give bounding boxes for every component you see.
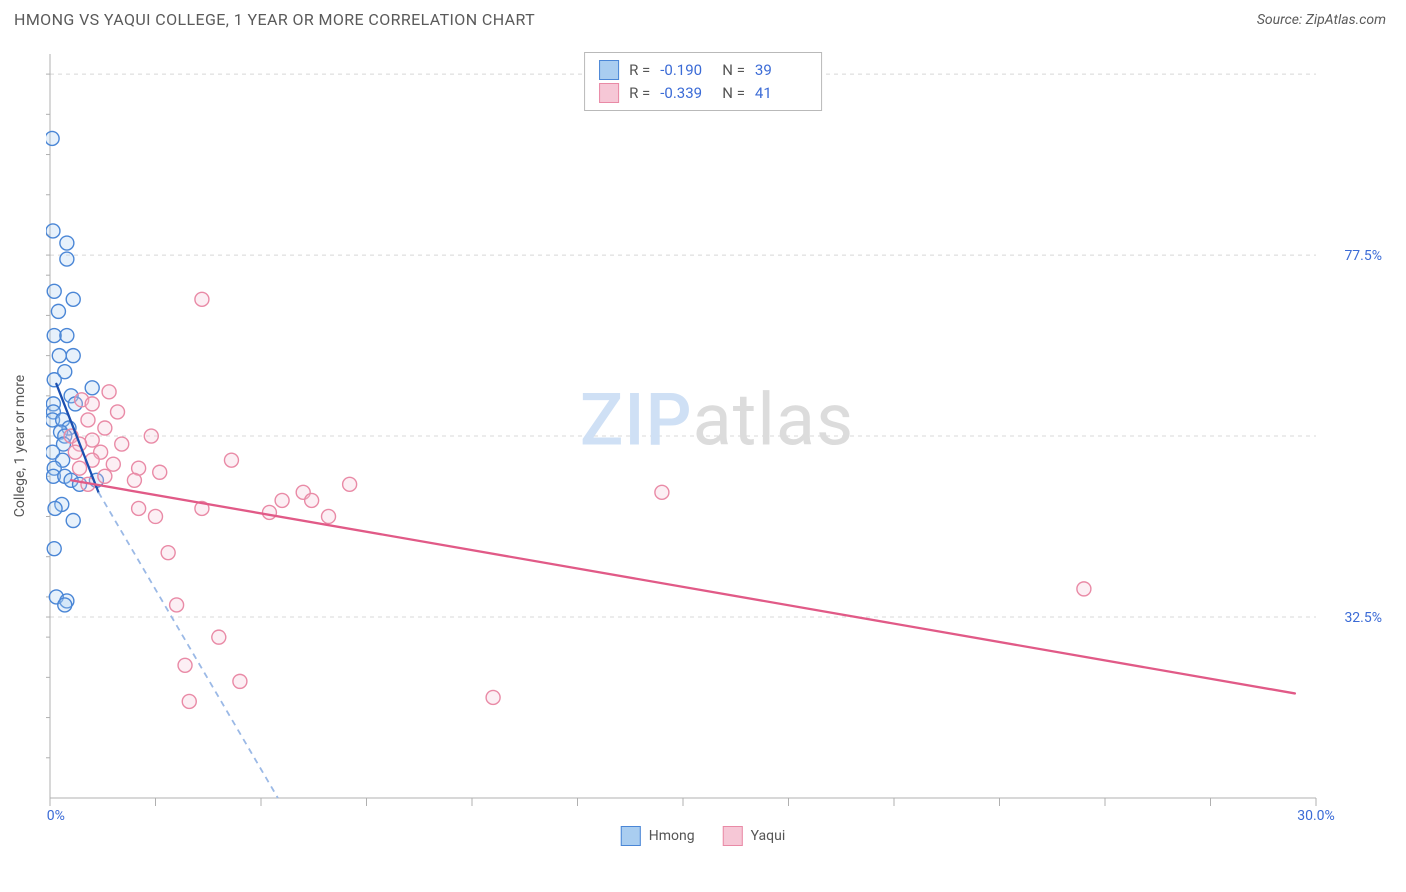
y-tick-label: 77.5% [1344, 248, 1382, 264]
stat-r-label: R = [629, 59, 650, 82]
data-point [212, 630, 226, 644]
legend-item: Hmong [621, 826, 695, 846]
legend-swatch [723, 826, 743, 846]
x-tick-label: 30.0% [1297, 808, 1335, 822]
data-point [262, 505, 276, 519]
data-point [85, 433, 99, 447]
data-point [182, 694, 196, 708]
data-point [60, 236, 74, 250]
source-label: Source: ZipAtlas.com [1257, 12, 1386, 28]
stats-row: R = -0.190 N = 39 [599, 59, 807, 82]
stat-n-value: 39 [755, 59, 807, 82]
data-point [66, 349, 80, 363]
data-point [132, 501, 146, 515]
stats-row: R = -0.339 N = 41 [599, 82, 807, 105]
data-point [111, 405, 125, 419]
data-point [66, 514, 80, 528]
regression-line-extrapolated [99, 492, 278, 798]
data-point [85, 381, 99, 395]
data-point [52, 349, 66, 363]
data-point [98, 421, 112, 435]
data-point [161, 546, 175, 560]
legend-label: Hmong [649, 828, 695, 844]
data-point [106, 457, 120, 471]
data-point [47, 373, 61, 387]
scatter-plot-svg: 32.5% 77.5% 0.0% 30.0% [46, 48, 1388, 822]
data-point [115, 437, 129, 451]
data-point [81, 413, 95, 427]
data-point [486, 690, 500, 704]
stat-n-value: 41 [755, 82, 807, 105]
stat-r-value: -0.339 [660, 82, 712, 105]
data-point [153, 465, 167, 479]
data-point [51, 304, 65, 318]
data-point [46, 131, 59, 145]
correlation-stats-box: R = -0.190 N = 39 R = -0.339 N = 41 [584, 52, 822, 111]
data-point [46, 224, 60, 238]
data-point [195, 292, 209, 306]
data-point [60, 329, 74, 343]
data-point [73, 461, 87, 475]
y-tick-label: 32.5% [1344, 610, 1382, 626]
data-point [66, 292, 80, 306]
data-point [47, 542, 61, 556]
data-point [343, 477, 357, 491]
y-axis-label: College, 1 year or more [12, 375, 28, 517]
data-point [58, 598, 72, 612]
chart-area: 32.5%77.5%0.0%30.0% ZIPatlas [46, 48, 1388, 822]
legend-swatch [599, 60, 619, 80]
data-point [47, 284, 61, 298]
stat-r-value: -0.190 [660, 59, 712, 82]
data-point [233, 674, 247, 688]
stat-n-label: N = [722, 59, 745, 82]
data-point [170, 598, 184, 612]
data-point [149, 509, 163, 523]
chart-title: HMONG VS YAQUI COLLEGE, 1 YEAR OR MORE C… [14, 10, 535, 29]
data-point [322, 509, 336, 523]
legend-item: Yaqui [723, 826, 786, 846]
stat-n-label: N = [722, 82, 745, 105]
data-point [655, 485, 669, 499]
x-tick-label: 0.0% [46, 808, 65, 822]
data-point [85, 397, 99, 411]
data-point [275, 493, 289, 507]
series-legend: Hmong Yaqui [621, 826, 785, 846]
data-point [47, 329, 61, 343]
regression-line [71, 480, 1295, 693]
stat-r-label: R = [629, 82, 650, 105]
data-point [98, 469, 112, 483]
data-point [127, 473, 141, 487]
data-point [60, 252, 74, 266]
legend-swatch [599, 83, 619, 103]
data-point [305, 493, 319, 507]
data-point [1077, 582, 1091, 596]
data-point [48, 501, 62, 515]
data-point [224, 453, 238, 467]
data-point [178, 658, 192, 672]
legend-swatch [621, 826, 641, 846]
data-point [102, 385, 116, 399]
legend-label: Yaqui [751, 828, 786, 844]
data-point [144, 429, 158, 443]
